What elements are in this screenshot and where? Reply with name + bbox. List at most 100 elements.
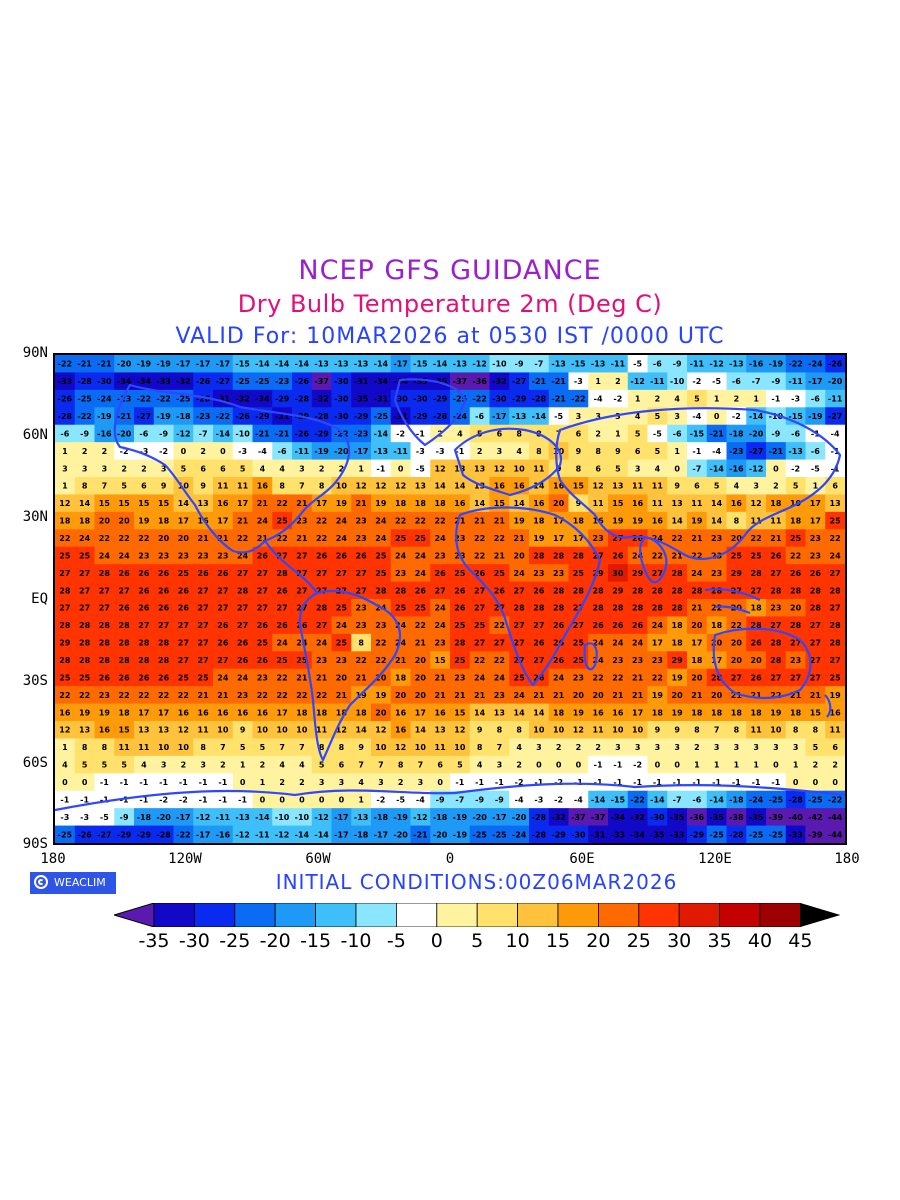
temperature-value: 6: [832, 743, 838, 752]
temperature-value: -21: [117, 412, 132, 421]
temperature-value: -25: [492, 830, 507, 839]
temperature-cell: [588, 703, 609, 722]
temperature-cell: [311, 668, 333, 687]
temperature-cell: [114, 686, 135, 705]
temperature-cell: [469, 773, 491, 792]
temperature-cell: [272, 442, 293, 461]
temperature-value: -9: [80, 429, 89, 438]
temperature-value: -17: [393, 360, 407, 369]
temperature-value: -4: [515, 795, 524, 804]
temperature-value: 11: [435, 743, 447, 752]
temperature-cell: [509, 808, 530, 827]
temperature-value: 24: [217, 673, 229, 682]
temperature-cell: [766, 808, 787, 827]
temperature-cell: [509, 599, 530, 618]
temperature-cell: [608, 651, 629, 670]
temperature-cell: [509, 581, 530, 600]
temperature-value: -28: [532, 830, 547, 839]
temperature-cell: [114, 825, 135, 843]
temperature-cell: [746, 633, 767, 652]
temperature-cell: [331, 773, 352, 792]
temperature-value: 14: [178, 499, 190, 508]
temperature-value: -14: [749, 412, 764, 421]
temperature-value: 26: [119, 604, 131, 613]
temperature-cell: [766, 755, 787, 774]
temperature-value: -19: [314, 447, 329, 456]
temperature-cell: [213, 651, 234, 670]
temperature-cell: [173, 616, 194, 635]
temperature-cell: [746, 459, 767, 478]
temperature-cell: [410, 721, 431, 740]
temperature-cell: [588, 755, 609, 774]
temperature-value: -29: [117, 830, 132, 839]
temperature-cell: [331, 651, 352, 670]
temperature-value: -3: [574, 377, 583, 386]
temperature-cell: [134, 407, 155, 426]
temperature-cell: [469, 668, 491, 687]
temperature-value: -19: [156, 412, 171, 421]
temperature-cell: [153, 651, 175, 670]
temperature-value: 29: [632, 569, 644, 578]
temperature-value: 25: [257, 639, 269, 648]
temperature-value: 15: [612, 499, 624, 508]
temperature-value: 23: [711, 534, 722, 543]
temperature-value: -20: [117, 360, 132, 369]
weaclim-logo: WEACLIM: [30, 872, 116, 894]
temperature-cell: [548, 511, 570, 530]
temperature-value: 3: [418, 778, 424, 787]
temperature-value: -1: [100, 778, 109, 787]
temperature-value: 18: [672, 639, 684, 648]
temperature-value: 10: [178, 743, 190, 752]
temperature-cell: [55, 633, 76, 652]
temperature-value: -20: [828, 377, 843, 386]
temperature-value: 28: [672, 569, 684, 578]
temperature-value: 28: [79, 639, 91, 648]
temperature-value: -12: [749, 464, 763, 473]
temperature-cell: [311, 790, 333, 809]
temperature-value: 17: [178, 517, 189, 526]
temperature-cell: [726, 372, 747, 391]
temperature-cell: [608, 494, 629, 513]
temperature-cell: [114, 389, 135, 408]
temperature-cell: [390, 459, 412, 478]
temperature-value: 14: [435, 482, 447, 491]
temperature-cell: [746, 581, 767, 600]
temperature-value: 8: [82, 482, 88, 491]
temperature-cell: [134, 372, 155, 391]
temperature-value: 17: [553, 517, 564, 526]
temperature-cell: [588, 721, 609, 740]
temperature-value: -9: [436, 795, 445, 804]
temperature-cell: [746, 511, 767, 530]
temperature-cell: [153, 459, 175, 478]
temperature-cell: [232, 825, 254, 843]
temperature-value: 13: [138, 726, 149, 735]
temperature-cell: [746, 477, 767, 496]
temperature-value: 0: [260, 795, 266, 804]
temperature-cell: [706, 459, 728, 478]
temperature-value: 1: [62, 482, 68, 491]
temperature-value: 4: [358, 778, 364, 787]
temperature-value: 5: [102, 761, 108, 770]
temperature-cell: [667, 790, 688, 809]
temperature-value: -3: [436, 447, 445, 456]
temperature-cell: [390, 599, 412, 618]
lat-label-90n: 90N: [22, 345, 48, 361]
temperature-cell: [568, 494, 589, 513]
temperature-value: 21: [198, 534, 210, 543]
temperature-value: 14: [514, 708, 526, 717]
temperature-cell: [252, 825, 273, 843]
temperature-cell: [232, 790, 254, 809]
temperature-cell: [213, 738, 234, 757]
temperature-cell: [94, 564, 115, 583]
temperature-cell: [351, 721, 372, 740]
colorbar-label: -30: [178, 930, 210, 952]
temperature-cell: [94, 738, 115, 757]
temperature-value: 14: [474, 708, 486, 717]
temperature-value: 26: [632, 621, 644, 630]
temperature-value: -11: [393, 447, 408, 456]
temperature-value: 5: [82, 761, 88, 770]
temperature-value: 21: [770, 534, 782, 543]
temperature-cell: [706, 633, 728, 652]
temperature-value: 28: [711, 673, 723, 682]
temperature-cell: [746, 790, 767, 809]
